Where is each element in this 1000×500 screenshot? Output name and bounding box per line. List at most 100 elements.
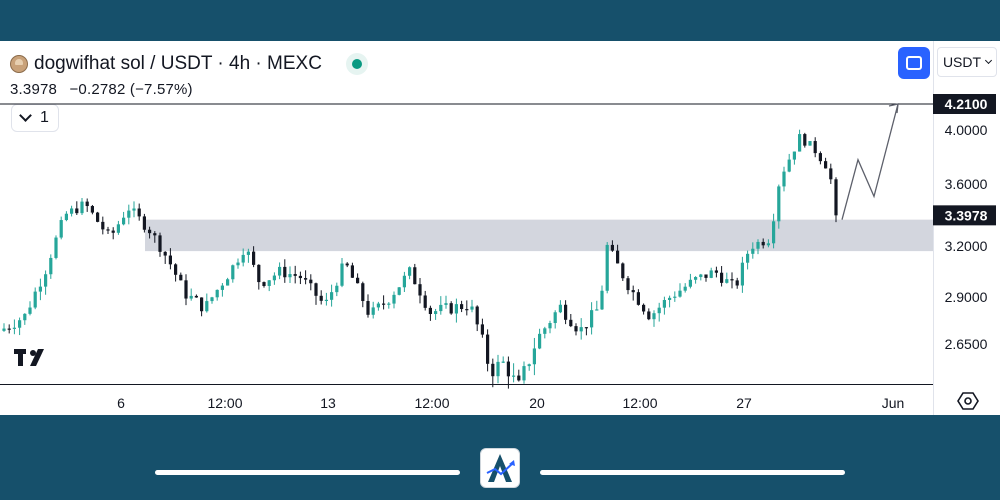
candle-body (70, 208, 74, 214)
candle-body (668, 297, 672, 301)
candle-body (340, 263, 344, 286)
coin-icon (10, 55, 28, 73)
price-summary: 3.3978 −0.2782 (−7.57%) (10, 81, 193, 98)
x-tick-label: 27 (736, 395, 752, 411)
candle-body (558, 304, 562, 313)
candle-body (777, 186, 781, 222)
candle-body (506, 361, 510, 377)
candle-body (283, 266, 287, 278)
candle-body (439, 304, 443, 312)
candle-body (434, 311, 438, 315)
candle-body (226, 279, 230, 286)
tradingview-logo-icon (14, 349, 44, 366)
candle-body (501, 361, 505, 363)
candle-body (148, 229, 152, 234)
candle-body (600, 290, 604, 310)
fullscreen-button[interactable] (898, 47, 930, 79)
candle-body (111, 230, 115, 233)
candle-body (766, 243, 770, 246)
candle-body (153, 233, 157, 236)
candle-body (408, 267, 412, 276)
chart-settings-button[interactable] (955, 390, 981, 412)
candle-body (772, 221, 776, 244)
x-tick-label: 13 (320, 395, 336, 411)
candle-body (262, 282, 266, 286)
candle-body (714, 270, 718, 273)
last-price: 3.3978 (10, 81, 58, 98)
candle-body (496, 361, 500, 377)
candle-body (449, 303, 453, 314)
nav-bar-right (540, 470, 845, 475)
candle-body (75, 208, 79, 214)
candle-body (491, 363, 495, 377)
candle-body (158, 235, 162, 252)
candle-body (397, 287, 401, 295)
symbol-header[interactable]: dogwifhat sol / USDT · 4h · MEXC (10, 51, 362, 77)
candle-body (683, 286, 687, 291)
status-dot-icon (351, 59, 362, 69)
support-zone (145, 219, 933, 252)
candle-body (631, 290, 635, 293)
candle-body (746, 253, 750, 263)
price-label-resistance: 4.2100 (945, 96, 988, 112)
x-tick-label: 12:00 (622, 395, 657, 411)
candle-body (480, 324, 484, 335)
candle-body (621, 263, 625, 279)
candle-body (142, 216, 146, 230)
candle-body (652, 313, 656, 320)
candle-body (210, 297, 214, 302)
candle-body (678, 290, 682, 297)
candle-body (704, 274, 708, 278)
candle-body (787, 159, 791, 172)
candle-body (657, 307, 661, 314)
candle-body (356, 277, 360, 284)
candle-body (387, 303, 391, 305)
collapse-indicators-button[interactable]: 1 (11, 104, 59, 132)
fullscreen-icon (906, 56, 922, 70)
candle-body (803, 134, 807, 146)
candle-body (64, 213, 68, 221)
candle-body (376, 303, 380, 308)
nav-bar-left (155, 470, 460, 475)
symbol-title[interactable]: dogwifhat sol / USDT · 4h · MEXC (34, 53, 322, 74)
candle-body (392, 294, 396, 304)
projection-path (841, 103, 899, 220)
candle-body (694, 277, 698, 280)
candle-body (512, 375, 516, 377)
candle-body (642, 304, 646, 312)
candle-body (309, 279, 313, 284)
y-tick-label: 3.6000 (945, 176, 988, 192)
candle-body (241, 254, 245, 263)
candle-body (382, 303, 386, 305)
candle-body (236, 262, 240, 266)
candle-body (834, 179, 838, 216)
candle-body (532, 348, 536, 365)
candle-body (163, 251, 167, 256)
candle-body (90, 206, 94, 213)
x-tick-label: 20 (529, 395, 545, 411)
candle-body (288, 274, 292, 278)
candle-body (517, 375, 521, 381)
candle-body (361, 283, 365, 302)
candle-body (220, 285, 224, 290)
candle-body (23, 313, 27, 321)
candle-body (428, 307, 432, 315)
app-logo-icon[interactable] (480, 448, 520, 488)
candle-body (595, 309, 599, 311)
candle-body (49, 257, 53, 275)
candle-body (179, 274, 183, 281)
candle-body (319, 295, 323, 301)
candle-body (792, 151, 796, 160)
candle-body (647, 311, 651, 320)
x-tick-label: 6 (117, 395, 125, 411)
candle-body (246, 251, 250, 255)
candle-body (194, 295, 198, 298)
candlestick-chart[interactable]: 4.0000 3.6000 3.2000 2.9000 2.6500 4.2100 3.39… (0, 41, 1000, 415)
candle-body (101, 221, 105, 230)
time-axis-divider (0, 384, 933, 385)
candle-body (761, 241, 765, 246)
candle-body (293, 274, 297, 276)
currency-select[interactable]: USDT (937, 47, 997, 77)
candle-body (584, 327, 588, 329)
candle-body (127, 210, 131, 218)
